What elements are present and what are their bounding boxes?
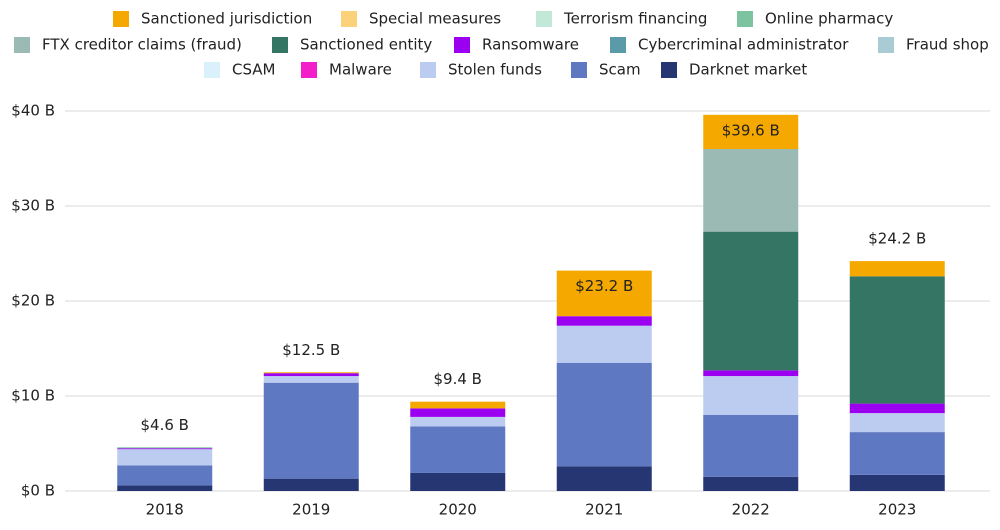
legend-swatch [610, 37, 626, 53]
legend-label: Malware [329, 61, 392, 79]
x-tick-label: 2022 [732, 501, 770, 519]
y-tick-label: $20 B [11, 292, 55, 310]
y-tick-label: $0 B [21, 482, 55, 500]
total-label: $39.6 B [722, 121, 780, 139]
legend-label: Sanctioned jurisdiction [141, 10, 312, 28]
legend-swatch [272, 37, 288, 53]
legend-swatch [420, 62, 436, 78]
y-tick-label: $10 B [11, 387, 55, 405]
bar-segment [556, 466, 652, 491]
bar-segment [117, 465, 213, 486]
bar-segment [849, 276, 945, 404]
bar-segment [703, 370, 799, 377]
legend-swatch [571, 62, 587, 78]
total-label: $12.5 B [282, 341, 340, 359]
y-tick-label: $40 B [11, 102, 55, 120]
bar-segment [703, 114, 799, 149]
bar-segment [703, 476, 799, 491]
bar-segment [410, 426, 506, 473]
bar-segment [117, 447, 213, 449]
legend-label: Online pharmacy [765, 10, 893, 28]
legend-label: Cybercriminal administrator [638, 36, 849, 54]
bar-segment [849, 403, 945, 414]
bar-segment [117, 485, 213, 491]
legend-swatch [301, 62, 317, 78]
x-tick-label: 2018 [146, 501, 184, 519]
legend-label: Stolen funds [448, 61, 542, 79]
legend-swatch [204, 62, 220, 78]
bar-segment [263, 376, 359, 383]
bar-segment [556, 325, 652, 363]
bar-segment [117, 448, 213, 450]
bar-segment [849, 474, 945, 491]
bar-segment [849, 413, 945, 433]
legend-swatch [341, 11, 357, 27]
total-label: $4.6 B [141, 416, 189, 434]
legend-label: Fraud shop [906, 36, 989, 54]
bar-segment [410, 408, 506, 417]
y-tick-label: $30 B [11, 197, 55, 215]
x-tick-label: 2023 [878, 501, 916, 519]
bar-segment [849, 432, 945, 475]
legend-swatch [536, 11, 552, 27]
total-label: $23.2 B [575, 277, 633, 295]
legend-swatch [737, 11, 753, 27]
legend-label: Ransomware [482, 36, 579, 54]
legend-swatch [661, 62, 677, 78]
legend-swatch [113, 11, 129, 27]
legend-label: Special measures [369, 10, 501, 28]
bar-segment [410, 472, 506, 491]
x-tick-label: 2020 [439, 501, 477, 519]
legend-label: Scam [599, 61, 641, 79]
bar-segment [556, 316, 652, 326]
legend-label: Sanctioned entity [300, 36, 432, 54]
bar-segment [556, 362, 652, 467]
bar-segment [556, 270, 652, 317]
bar-segment [703, 149, 799, 232]
bar-segment [263, 373, 359, 377]
bar-segment [410, 416, 506, 427]
bar-segment [263, 478, 359, 491]
bar-segment [703, 415, 799, 477]
bar-segment [410, 401, 506, 409]
legend-label: Darknet market [689, 61, 807, 79]
bar-segment [849, 261, 945, 277]
bar-segment [263, 372, 359, 374]
bar-segment [703, 376, 799, 415]
legend-label: FTX creditor claims (fraud) [42, 36, 242, 54]
legend-swatch [14, 37, 30, 53]
legend-label: Terrorism financing [563, 10, 707, 28]
bar-segment [117, 449, 213, 466]
bar-segment [263, 382, 359, 479]
bar-segment [703, 231, 799, 371]
total-label: $9.4 B [434, 370, 482, 388]
total-label: $24.2 B [868, 230, 926, 248]
legend-label: CSAM [232, 61, 275, 79]
x-tick-label: 2021 [585, 501, 623, 519]
x-tick-label: 2019 [292, 501, 330, 519]
legend-swatch [878, 37, 894, 53]
legend-swatch [454, 37, 470, 53]
